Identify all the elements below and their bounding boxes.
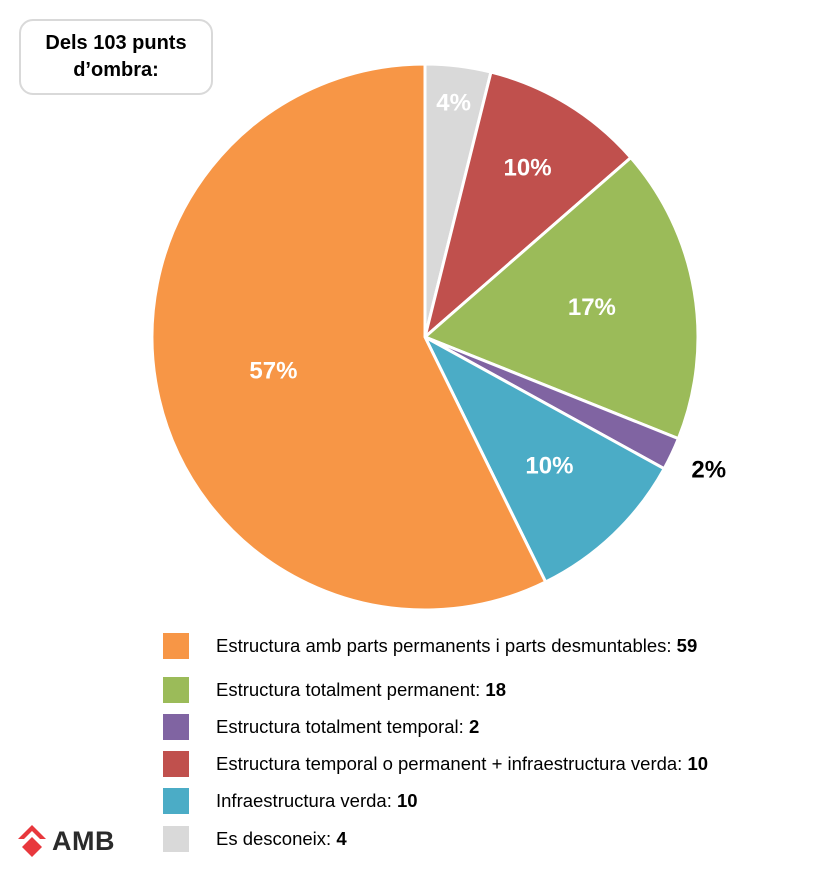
legend-swatch [163, 714, 189, 740]
legend-count: 10 [687, 753, 709, 774]
legend-label: Estructura totalment permanent: [216, 679, 481, 700]
legend-label: Infraestructura verda: [216, 790, 392, 811]
pie-chart: 4% 10% 17% 2% 10% 57% [150, 62, 726, 612]
legend-label: Estructura totalment temporal: [216, 716, 464, 737]
pie-data-label: 2% [691, 457, 726, 484]
pie-slice [423, 335, 666, 584]
legend-item-temporal-o-permanent-verda: Estructura temporal o permanent + infrae… [163, 751, 708, 777]
legend-item-parts-permanents-desmuntables: Estructura amb parts permanents i parts … [163, 633, 697, 659]
legend-swatch [163, 788, 189, 814]
amb-logo: AMB [18, 825, 115, 857]
pie-data-label: 17% [568, 294, 616, 321]
chart-title: Dels 103 punts d’ombra: [45, 32, 187, 81]
legend-label: Estructura amb parts permanents i parts … [216, 635, 672, 656]
pie-data-label: 57% [249, 358, 297, 385]
amb-logo-text: AMB [52, 825, 115, 856]
legend-count: 18 [485, 679, 506, 700]
legend-count: 59 [676, 635, 698, 656]
legend-item-totalment-temporal: Estructura totalment temporal: 2 [163, 714, 479, 740]
pie-slice [150, 62, 548, 612]
legend-label: Es desconeix: [216, 828, 332, 849]
pie-slice [423, 156, 700, 441]
legend-swatch [163, 826, 189, 852]
legend-item-es-desconeix: Es desconeix: 4 [163, 826, 347, 852]
chart-title-box: Dels 103 punts d’ombra: [19, 19, 213, 95]
pie-data-label: 10% [504, 155, 552, 182]
pie-slice [423, 70, 633, 339]
legend-swatch [163, 751, 189, 777]
legend-count: 10 [396, 790, 418, 811]
legend-swatch [163, 633, 189, 659]
legend-swatch [163, 677, 189, 703]
amb-logo-icon [18, 825, 46, 857]
legend-item-totalment-permanent: Estructura totalment permanent: 18 [163, 677, 506, 703]
pie-data-label: 10% [525, 453, 573, 480]
pie-data-label: 4% [436, 89, 471, 116]
legend-item-infraestructura-verda: Infraestructura verda: 10 [163, 788, 418, 814]
legend-label: Estructura temporal o permanent + infrae… [216, 753, 683, 774]
legend-count: 2 [468, 716, 480, 737]
legend-count: 4 [336, 828, 347, 849]
